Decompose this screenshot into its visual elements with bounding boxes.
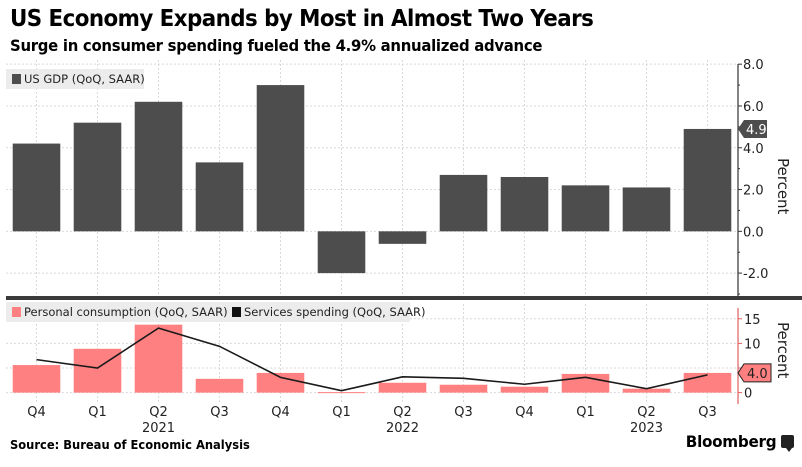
x-tick-label: Q4 (515, 405, 534, 420)
chart-title: US Economy Expands by Most in Almost Two… (10, 6, 594, 32)
services-legend-swatch (232, 307, 241, 317)
gdp-bar (256, 85, 305, 232)
x-tick-label: Q3 (454, 405, 473, 420)
consumption-bar (256, 372, 305, 393)
gdp-legend-swatch (12, 74, 21, 84)
gdp-legend-box (6, 69, 144, 89)
consumption-legend-swatch (12, 307, 21, 317)
consumption-bar (683, 372, 732, 393)
x-year-label: 2021 (142, 421, 175, 436)
chart-subtitle: Surge in consumer spending fueled the 4.… (10, 36, 543, 55)
x-tick-label: Q1 (88, 405, 107, 420)
consumption-bar (378, 382, 427, 393)
x-tick-label: Q3 (210, 405, 229, 420)
consumption-legend-box (6, 302, 410, 322)
consumption-y-tick-label: 0 (744, 387, 752, 402)
bloomberg-terminal-icon (781, 435, 794, 452)
gdp-bar (500, 177, 549, 232)
consumption-y-tick-label: 10 (744, 337, 761, 352)
x-tick-label: Q1 (332, 405, 351, 420)
x-tick-label: Q4 (271, 405, 290, 420)
consumption-legend-label: Personal consumption (QoQ, SAAR) (24, 305, 228, 319)
gdp-bar (73, 122, 122, 232)
x-year-label: 2022 (386, 421, 419, 436)
x-tick-label: Q2 (393, 405, 412, 420)
gdp-y-tick-label: 2.0 (743, 184, 764, 199)
gdp-last-value-label: 4.9 (746, 123, 767, 138)
gdp-y-axis: -2.0 0.0 2.0 4.0 6.0 8.0 4.9 Percent (737, 58, 792, 296)
consumption-y-axis: 0 10 15 4.0 Percent (737, 308, 792, 404)
gdp-legend-label: US GDP (QoQ, SAAR) (24, 72, 145, 86)
consumption-bar (439, 384, 488, 393)
consumption-bar (622, 388, 671, 393)
consumption-bar (500, 386, 549, 393)
consumption-last-value-flag (737, 363, 772, 383)
services-line (36, 327, 708, 392)
gdp-bar (561, 185, 610, 232)
gdp-bar (317, 231, 366, 274)
source-note: Source: Bureau of Economic Analysis (10, 437, 250, 452)
services-legend-label: Services spending (QoQ, SAAR) (244, 305, 426, 319)
panel-divider (6, 296, 802, 300)
gdp-y-tick-label: 8.0 (743, 58, 764, 73)
gdp-bars (12, 85, 732, 274)
consumption-bars (12, 324, 732, 394)
x-tick-label: Q4 (27, 405, 46, 420)
gdp-y-tick-label: 4.0 (743, 142, 764, 157)
x-tick-label: Q3 (698, 405, 717, 420)
services-spending-line (36, 327, 708, 392)
consumption-last-value-label: 4.0 (747, 367, 768, 382)
x-axis-labels: Q4 Q1 Q2 Q3 Q4 Q1 Q2 Q3 Q4 Q1 Q2 Q3 2021 2022 2023 (27, 405, 717, 436)
gdp-bar (622, 187, 671, 232)
gdp-y-tick-label: 0.0 (743, 225, 764, 240)
gdp-bar (12, 143, 61, 232)
gdp-bar (683, 128, 732, 232)
gdp-bar (195, 162, 244, 232)
consumption-bar (134, 324, 183, 393)
x-tick-label: Q2 (149, 405, 168, 420)
gdp-y-tick-label: 6.0 (743, 100, 764, 115)
consumption-bar (73, 348, 122, 393)
x-tick-label: Q1 (576, 405, 595, 420)
gdp-y-axis-title: Percent (774, 158, 792, 215)
x-tick-label: Q2 (637, 405, 656, 420)
gdp-legend: US GDP (QoQ, SAAR) (6, 69, 145, 89)
bloomberg-logo: Bloomberg (685, 432, 776, 451)
consumption-y-axis-title: Percent (774, 322, 792, 379)
consumption-bar (195, 378, 244, 393)
consumption-legend: Personal consumption (QoQ, SAAR) Service… (6, 302, 426, 322)
x-year-label: 2023 (630, 421, 663, 436)
gdp-bar (378, 231, 427, 244)
consumption-bar (317, 392, 366, 394)
gdp-bar (134, 101, 183, 232)
gdp-y-tick-label: -2.0 (743, 267, 768, 282)
consumption-bar (12, 365, 61, 393)
gdp-bar (439, 174, 488, 232)
gdp-last-value-flag (738, 119, 767, 138)
consumption-y-tick-label: 15 (744, 313, 761, 328)
